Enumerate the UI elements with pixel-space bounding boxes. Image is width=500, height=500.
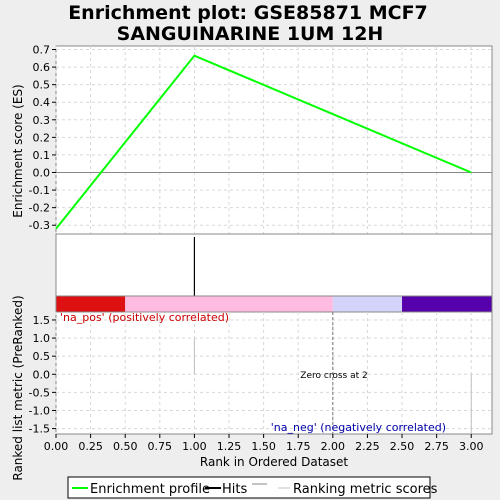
enrichment-profile-line — [55, 54, 472, 230]
es-y-tick-label: 0.0 — [33, 167, 51, 180]
x-tick-label: 1.00 — [182, 440, 207, 453]
es-y-tick-label: 0.6 — [33, 61, 51, 74]
es-y-tick-label: 0.4 — [33, 96, 51, 109]
zero-cross-label: Zero cross at 2 — [300, 371, 367, 381]
x-tick-label: 2.50 — [390, 440, 415, 453]
metric-y-tick-label: 0.5 — [33, 350, 51, 363]
es-y-tick-label: -0.1 — [29, 184, 50, 197]
metric-y-tick-label: -1.0 — [29, 404, 50, 417]
legend-box — [67, 476, 431, 499]
x-tick-label: 1.25 — [217, 440, 242, 453]
x-axis-label: Rank in Ordered Dataset — [200, 455, 348, 469]
legend-item-label: Enrichment profile — [90, 482, 210, 497]
x-tick-label: 0.75 — [148, 440, 173, 453]
x-tick-label: 2.25 — [355, 440, 380, 453]
hits-panel — [55, 233, 493, 297]
es-y-tick-label: -0.3 — [29, 219, 50, 232]
es-panel — [55, 45, 493, 235]
metric-panel — [55, 311, 493, 435]
chart-title-line-2: SANGUINARINE 1UM 12H — [117, 23, 384, 45]
rank-bar-segment — [332, 296, 403, 312]
es-y-tick-label: 0.2 — [33, 131, 51, 144]
metric-y-tick-label: 1.0 — [33, 332, 51, 345]
rank-bar-segment — [402, 296, 492, 312]
x-tick-label: 2.00 — [321, 440, 346, 453]
rank-bar-segment — [56, 296, 126, 312]
x-tick-label: 0.25 — [78, 440, 103, 453]
x-tick-label: 1.75 — [286, 440, 311, 453]
metric-y-tick-label: -0.5 — [29, 386, 50, 399]
chart-title-line-1: Enrichment plot: GSE85871 MCF7 — [68, 2, 428, 24]
legend-item-label: Hits — [222, 482, 247, 497]
es-y-tick-label: -0.2 — [29, 202, 50, 215]
na-neg-label: 'na_neg' (negatively correlated) — [271, 421, 446, 434]
legend-item-label: Ranking metric scores — [293, 482, 438, 497]
es-y-tick-label: 0.5 — [33, 79, 51, 92]
metric-y-tick-label: 1.5 — [33, 314, 51, 327]
es-y-tick-label: 0.7 — [33, 44, 51, 57]
rank-bar-segment — [125, 296, 333, 312]
x-tick-label: 3.00 — [459, 440, 484, 453]
na-pos-label: 'na_pos' (positively correlated) — [60, 311, 229, 324]
metric-y-axis-label: Ranked list metric (PreRanked) — [11, 295, 25, 480]
metric-y-tick-label: -1.5 — [29, 423, 50, 436]
x-tick-label: 2.75 — [424, 440, 449, 453]
x-tick-label: 0.50 — [113, 440, 138, 453]
x-tick-label: 0.00 — [44, 440, 69, 453]
metric-y-tick-label: 0.0 — [33, 368, 51, 381]
es-y-axis-label: Enrichment score (ES) — [11, 84, 25, 217]
x-tick-label: 1.50 — [251, 440, 276, 453]
es-y-tick-label: 0.1 — [33, 149, 51, 162]
es-y-tick-label: 0.3 — [33, 114, 51, 127]
